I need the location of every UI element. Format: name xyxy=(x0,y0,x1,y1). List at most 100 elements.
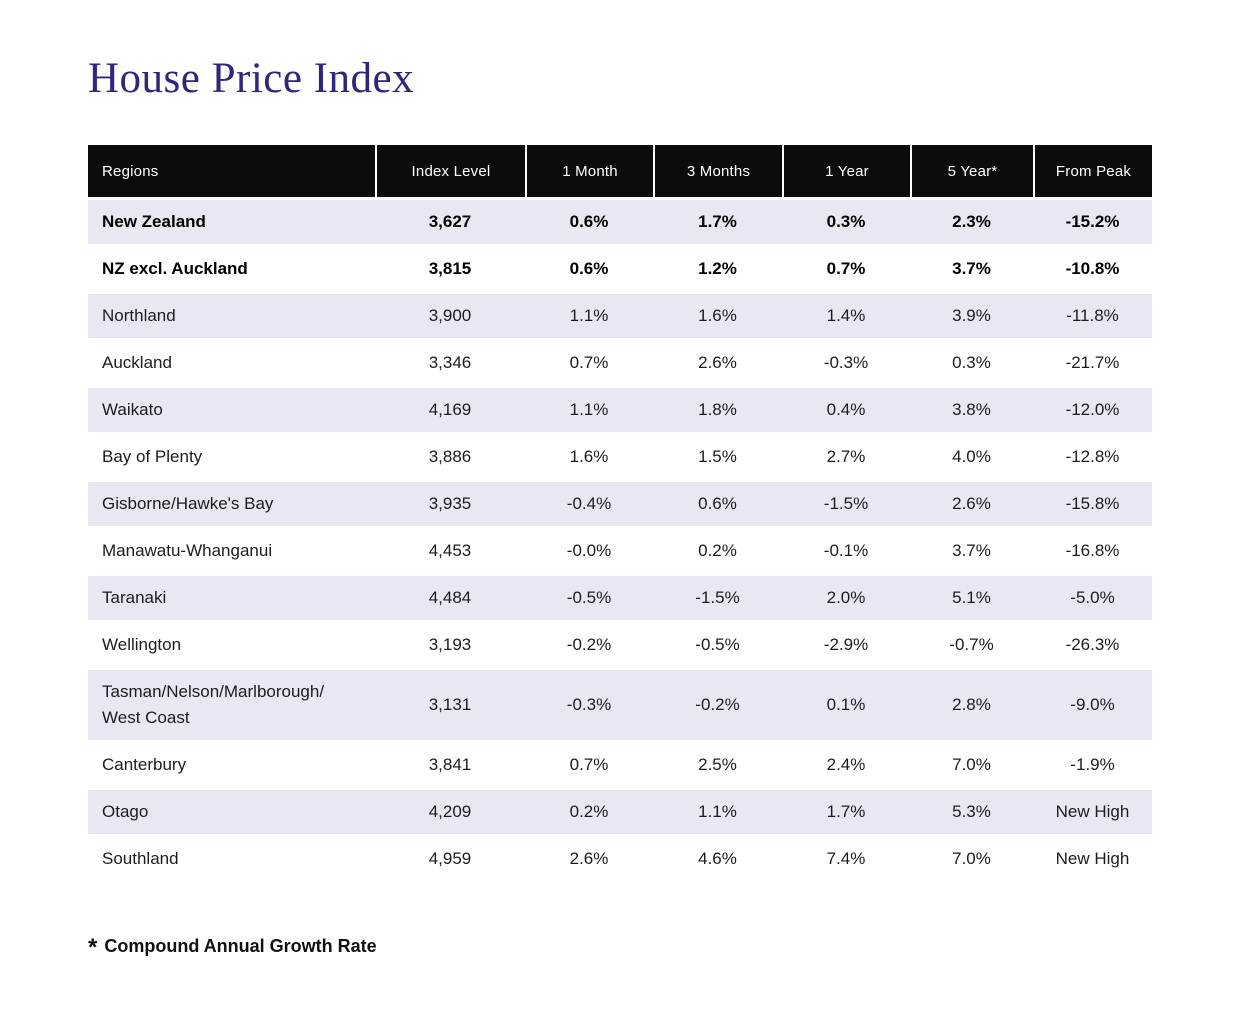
house-price-index-table: Regions Index Level 1 Month 3 Months 1 Y… xyxy=(88,142,1152,884)
footnote: * Compound Annual Growth Rate xyxy=(88,934,377,962)
value-cell: 1.5% xyxy=(698,447,737,467)
value-cell: 1.8% xyxy=(653,388,782,433)
value-cell: 1.1% xyxy=(653,790,782,835)
table-row: New Zealand 3,627 0.6% 1.7% 0.3% 2.3% -15.2% xyxy=(88,200,1152,245)
region-cell: NZ excl. Auckland xyxy=(102,259,248,279)
column-header-from-peak: From Peak xyxy=(1033,145,1152,198)
value-cell: -0.1% xyxy=(823,541,869,561)
value-cell: 3,131 xyxy=(375,670,525,741)
value-cell: 3,900 xyxy=(375,294,525,339)
table-row: Auckland 3,346 0.7% 2.6% -0.3% 0.3% -21.7% xyxy=(88,341,1152,385)
value-cell: 3,841 xyxy=(428,755,472,775)
table-row: Gisborne/Hawke's Bay 3,935 -0.4% 0.6% -1.5% 2… xyxy=(88,482,1152,527)
value-cell: -10.8% xyxy=(1065,259,1120,279)
value-cell: 7.4% xyxy=(826,849,866,869)
value-cell: -0.7% xyxy=(949,635,994,655)
value-cell: 3,815 xyxy=(428,259,472,279)
value-cell: New High xyxy=(1055,849,1130,869)
value-cell: New High xyxy=(1033,790,1152,835)
value-cell: 0.3% xyxy=(782,200,910,245)
table-header-row: Regions Index Level 1 Month 3 Months 1 Y… xyxy=(88,145,1152,198)
value-cell: -0.5% xyxy=(695,635,740,655)
value-cell: 1.7% xyxy=(653,200,782,245)
value-cell: 4,169 xyxy=(375,388,525,433)
value-cell: 5.1% xyxy=(910,576,1033,621)
value-cell: -0.3% xyxy=(525,670,653,741)
value-cell: -26.3% xyxy=(1065,635,1120,655)
table-row: Tasman/Nelson/Marlborough/ West Coast 3,1… xyxy=(88,670,1152,741)
region-cell: Northland xyxy=(88,294,375,339)
value-cell: 0.6% xyxy=(653,482,782,527)
value-cell: 1.1% xyxy=(525,294,653,339)
value-cell: 0.6% xyxy=(569,259,609,279)
value-cell: 0.2% xyxy=(525,790,653,835)
value-cell: 0.2% xyxy=(698,541,737,561)
value-cell: -5.0% xyxy=(1033,576,1152,621)
value-cell: 3.8% xyxy=(910,388,1033,433)
table-row: Taranaki 4,484 -0.5% -1.5% 2.0% 5.1% -5.0% xyxy=(88,576,1152,621)
value-cell: -15.8% xyxy=(1033,482,1152,527)
table-row: Southland 4,959 2.6% 4.6% 7.4% 7.0% New High xyxy=(88,837,1152,881)
value-cell: 0.6% xyxy=(525,200,653,245)
value-cell: -0.3% xyxy=(823,353,869,373)
value-cell: -0.0% xyxy=(566,541,612,561)
value-cell: -0.5% xyxy=(525,576,653,621)
value-cell: -0.2% xyxy=(566,635,612,655)
value-cell: 0.4% xyxy=(782,388,910,433)
region-cell: New Zealand xyxy=(88,200,375,245)
value-cell: 2.3% xyxy=(910,200,1033,245)
column-header-5-year: 5 Year* xyxy=(910,145,1033,198)
table-row: Bay of Plenty 3,886 1.6% 1.5% 2.7% 4.0% -12.8% xyxy=(88,435,1152,479)
value-cell: 3,193 xyxy=(428,635,472,655)
region-cell: Tasman/Nelson/Marlborough/ West Coast xyxy=(88,670,375,741)
column-header-1-month: 1 Month xyxy=(525,145,653,198)
value-cell: 3,346 xyxy=(428,353,472,373)
value-cell: 7.0% xyxy=(952,755,991,775)
table-row: Canterbury 3,841 0.7% 2.5% 2.4% 7.0% -1.9% xyxy=(88,743,1152,787)
value-cell: 0.7% xyxy=(569,755,609,775)
region-cell: Southland xyxy=(102,849,179,869)
value-cell: -9.0% xyxy=(1033,670,1152,741)
value-cell: 3,935 xyxy=(375,482,525,527)
region-cell: Bay of Plenty xyxy=(102,447,203,467)
value-cell: 4,209 xyxy=(375,790,525,835)
table-row: NZ excl. Auckland 3,815 0.6% 1.2% 0.7% 3.7% -1… xyxy=(88,247,1152,291)
value-cell: 2.8% xyxy=(910,670,1033,741)
column-header-1-year: 1 Year xyxy=(782,145,910,198)
value-cell: 1.7% xyxy=(782,790,910,835)
value-cell: 0.1% xyxy=(782,670,910,741)
value-cell: -12.0% xyxy=(1033,388,1152,433)
table-row: Waikato 4,169 1.1% 1.8% 0.4% 3.8% -12.0% xyxy=(88,388,1152,433)
value-cell: 1.6% xyxy=(569,447,609,467)
value-cell: 5.3% xyxy=(910,790,1033,835)
region-cell: Wellington xyxy=(102,635,182,655)
value-cell: -21.7% xyxy=(1065,353,1120,373)
value-cell: -12.8% xyxy=(1065,447,1120,467)
value-cell: 3.9% xyxy=(910,294,1033,339)
value-cell: 4.0% xyxy=(952,447,991,467)
region-cell: Otago xyxy=(88,790,375,835)
region-cell: Gisborne/Hawke's Bay xyxy=(88,482,375,527)
value-cell: -16.8% xyxy=(1065,541,1120,561)
value-cell: 1.4% xyxy=(782,294,910,339)
table-row: Wellington 3,193 -0.2% -0.5% -2.9% -0.7% -26.3… xyxy=(88,623,1152,667)
value-cell: 3,886 xyxy=(428,447,472,467)
column-header-index-level: Index Level xyxy=(375,145,525,198)
table-body: New Zealand 3,627 0.6% 1.7% 0.3% 2.3% -15.2% NZ… xyxy=(88,200,1152,881)
column-header-3-months: 3 Months xyxy=(653,145,782,198)
value-cell: -0.2% xyxy=(653,670,782,741)
column-header-regions: Regions xyxy=(88,145,375,198)
region-cell: Taranaki xyxy=(88,576,375,621)
value-cell: 3.7% xyxy=(952,541,991,561)
region-cell: Manawatu-Whanganui xyxy=(102,541,273,561)
value-cell: -1.9% xyxy=(1070,755,1115,775)
value-cell: 2.0% xyxy=(782,576,910,621)
value-cell: 4,959 xyxy=(428,849,472,869)
value-cell: 0.3% xyxy=(952,353,991,373)
value-cell: 1.1% xyxy=(525,388,653,433)
value-cell: 4.6% xyxy=(698,849,737,869)
footnote-text: Compound Annual Growth Rate xyxy=(104,936,377,957)
table-row: Manawatu-Whanganui 4,453 -0.0% 0.2% -0.1% 3.7… xyxy=(88,529,1152,573)
table-row: Otago 4,209 0.2% 1.1% 1.7% 5.3% New High xyxy=(88,790,1152,835)
region-cell: Auckland xyxy=(102,353,172,373)
